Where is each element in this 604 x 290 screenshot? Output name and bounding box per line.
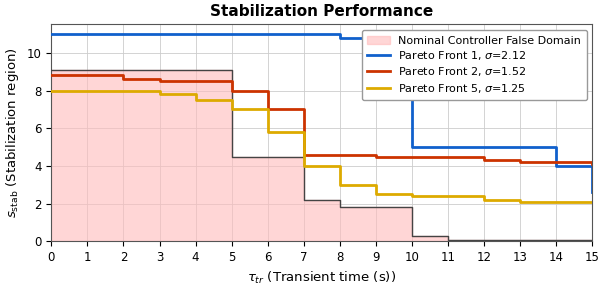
- Pareto Front 1, $\sigma$=2.12: [336, 36, 344, 39]
- Pareto Front 1, $\sigma$=2.12: [516, 145, 524, 149]
- Pareto Front 5, $\sigma$=1.25: [228, 108, 236, 111]
- Line: Pareto Front 1, $\sigma$=2.12: Pareto Front 1, $\sigma$=2.12: [51, 34, 593, 192]
- Pareto Front 5, $\sigma$=1.25: [553, 200, 560, 204]
- Pareto Front 2, $\sigma$=1.52: [192, 79, 199, 83]
- Pareto Front 2, $\sigma$=1.52: [228, 89, 236, 92]
- Pareto Front 5, $\sigma$=1.25: [300, 164, 307, 168]
- Pareto Front 1, $\sigma$=2.12: [553, 164, 560, 168]
- Pareto Front 2, $\sigma$=1.52: [336, 153, 344, 156]
- Pareto Front 2, $\sigma$=1.52: [372, 155, 379, 158]
- Pareto Front 2, $\sigma$=1.52: [84, 74, 91, 77]
- Pareto Front 5, $\sigma$=1.25: [336, 183, 344, 186]
- Pareto Front 5, $\sigma$=1.25: [156, 93, 163, 96]
- Pareto Front 1, $\sigma$=2.12: [300, 32, 307, 36]
- Pareto Front 2, $\sigma$=1.52: [300, 153, 307, 156]
- Line: Pareto Front 5, $\sigma$=1.25: Pareto Front 5, $\sigma$=1.25: [51, 90, 593, 202]
- Pareto Front 5, $\sigma$=1.25: [516, 200, 524, 204]
- Line: Pareto Front 2, $\sigma$=1.52: Pareto Front 2, $\sigma$=1.52: [51, 75, 593, 164]
- Pareto Front 5, $\sigma$=1.25: [408, 194, 416, 198]
- Pareto Front 5, $\sigma$=1.25: [589, 200, 596, 204]
- Pareto Front 5, $\sigma$=1.25: [48, 89, 55, 92]
- Title: Stabilization Performance: Stabilization Performance: [210, 4, 434, 19]
- X-axis label: $\tau_{tr}$ (Transient time (s)): $\tau_{tr}$ (Transient time (s)): [247, 270, 396, 286]
- Pareto Front 5, $\sigma$=1.25: [84, 89, 91, 92]
- Pareto Front 5, $\sigma$=1.25: [372, 193, 379, 196]
- Pareto Front 2, $\sigma$=1.52: [48, 74, 55, 77]
- Y-axis label: $s_\mathrm{stab}$ (Stabilization region): $s_\mathrm{stab}$ (Stabilization region): [4, 48, 21, 218]
- Pareto Front 2, $\sigma$=1.52: [553, 160, 560, 164]
- Pareto Front 2, $\sigma$=1.52: [516, 160, 524, 164]
- Pareto Front 5, $\sigma$=1.25: [481, 198, 488, 202]
- Pareto Front 1, $\sigma$=2.12: [589, 191, 596, 194]
- Pareto Front 1, $\sigma$=2.12: [48, 32, 55, 36]
- Pareto Front 2, $\sigma$=1.52: [120, 77, 127, 81]
- Pareto Front 2, $\sigma$=1.52: [264, 108, 271, 111]
- Pareto Front 5, $\sigma$=1.25: [192, 98, 199, 102]
- Pareto Front 1, $\sigma$=2.12: [408, 145, 416, 149]
- Pareto Front 5, $\sigma$=1.25: [120, 89, 127, 92]
- Pareto Front 2, $\sigma$=1.52: [408, 155, 416, 158]
- Pareto Front 2, $\sigma$=1.52: [156, 79, 163, 83]
- Pareto Front 5, $\sigma$=1.25: [264, 130, 271, 134]
- Pareto Front 2, $\sigma$=1.52: [481, 159, 488, 162]
- Legend: Nominal Controller False Domain, Pareto Front 1, $\sigma$=2.12, Pareto Front 2, : Nominal Controller False Domain, Pareto …: [362, 30, 587, 100]
- Pareto Front 2, $\sigma$=1.52: [589, 162, 596, 166]
